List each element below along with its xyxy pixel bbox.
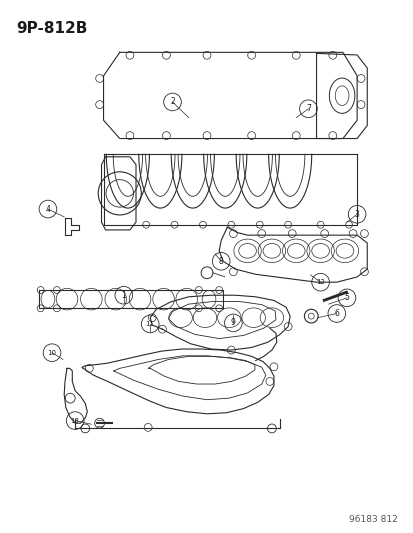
Text: 4: 4 (45, 205, 50, 214)
Text: 1: 1 (121, 290, 126, 300)
Text: 11: 11 (145, 321, 154, 327)
Text: 9P-812B: 9P-812B (16, 21, 88, 36)
Text: 13: 13 (71, 417, 79, 424)
Text: 7: 7 (305, 104, 310, 113)
Text: 12: 12 (316, 279, 324, 285)
Text: 10: 10 (47, 350, 57, 356)
Text: 6: 6 (334, 309, 338, 318)
Text: 9: 9 (230, 318, 235, 327)
Text: 3: 3 (354, 210, 358, 219)
Text: 5: 5 (344, 293, 349, 302)
Text: 8: 8 (218, 257, 223, 266)
Text: 2: 2 (170, 98, 174, 107)
Text: 96183 812: 96183 812 (348, 515, 397, 523)
